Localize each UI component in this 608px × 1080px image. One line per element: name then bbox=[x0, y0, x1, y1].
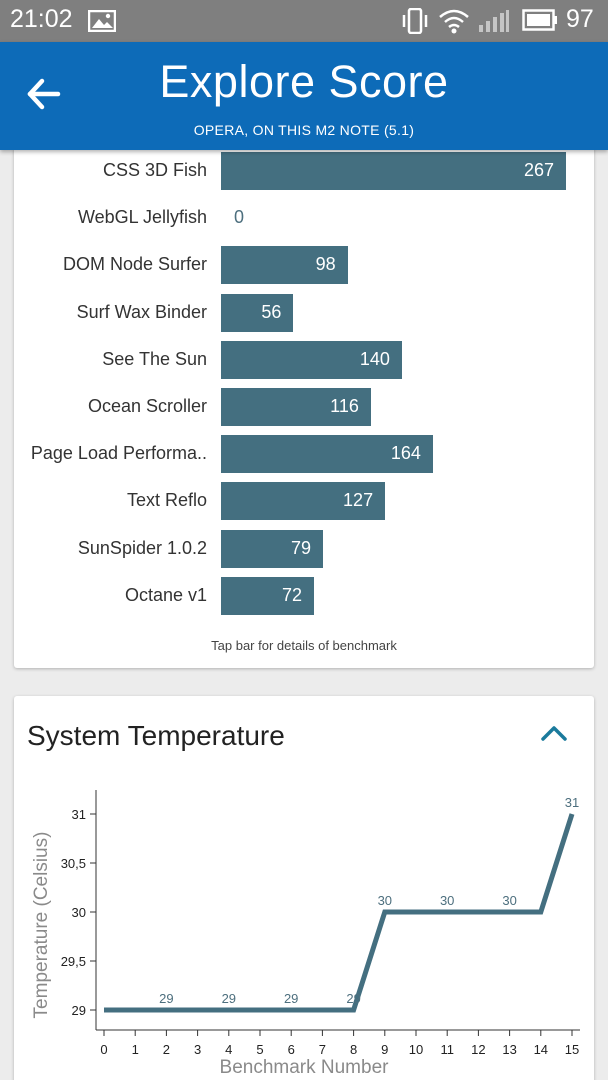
score-bar-row[interactable]: Octane v1 72 bbox=[14, 576, 594, 615]
score-bar-row[interactable]: Surf Wax Binder 56 bbox=[14, 293, 594, 332]
battery-icon bbox=[522, 9, 557, 31]
score-bar-value: 116 bbox=[330, 396, 359, 416]
score-bar-value: 164 bbox=[390, 443, 421, 464]
page-title: Explore Score bbox=[159, 56, 449, 107]
score-bar-label: CSS 3D Fish bbox=[102, 160, 207, 180]
score-bar-value: 79 bbox=[291, 537, 312, 558]
score-bar-value: 72 bbox=[282, 584, 303, 605]
score-bar-label: Octane v1 bbox=[124, 584, 207, 605]
x-axis-title: Benchmark Number bbox=[220, 1057, 390, 1078]
image-icon bbox=[88, 10, 116, 32]
data-label: 31 bbox=[565, 795, 579, 810]
score-bar-label: See The Sun bbox=[102, 348, 207, 369]
x-tick-label: 15 bbox=[565, 1042, 579, 1057]
arrow-left-icon[interactable] bbox=[22, 72, 66, 116]
temperature-card: System Temperature 29 29,5 30 30,5 31 0 1 2 3 4 5 6… bbox=[14, 696, 594, 1080]
score-bar-label: Text Reflo bbox=[126, 490, 207, 511]
score-bar[interactable] bbox=[221, 576, 315, 615]
score-bar-value: 98 bbox=[315, 254, 336, 275]
temperature-title: System Temperature bbox=[27, 720, 285, 751]
page-subtitle: OPERA, ON THIS M2 NOTE (5.1) bbox=[193, 122, 415, 138]
x-tick-label: 8 bbox=[350, 1042, 357, 1057]
data-label: 30 bbox=[502, 893, 516, 908]
score-bar-label: SunSpider 1.0.2 bbox=[77, 537, 207, 558]
data-label: 29 bbox=[284, 991, 298, 1006]
chevron-up-icon[interactable] bbox=[538, 718, 570, 750]
score-bar-value: 140 bbox=[359, 348, 390, 369]
battery-percent: 97 bbox=[566, 5, 594, 33]
x-tick-label: 3 bbox=[194, 1042, 201, 1057]
x-tick-label: 7 bbox=[319, 1042, 326, 1057]
app-bar: Explore Score OPERA, ON THIS M2 NOTE (5.… bbox=[0, 42, 608, 150]
y-tick-label: 29,5 bbox=[61, 954, 86, 969]
score-bar-label: Ocean Scroller bbox=[87, 396, 207, 416]
tap-hint: Tap bar for details of benchmark bbox=[211, 638, 397, 653]
score-bar-row[interactable]: Text Reflo 127 bbox=[14, 482, 594, 521]
x-tick-label: 2 bbox=[163, 1042, 170, 1057]
score-bar[interactable] bbox=[221, 435, 433, 474]
data-label: 29 bbox=[346, 991, 360, 1006]
data-label: 29 bbox=[159, 991, 173, 1006]
score-bar[interactable] bbox=[221, 529, 324, 568]
score-bar[interactable] bbox=[221, 388, 371, 426]
temperature-line bbox=[104, 813, 575, 1013]
score-bar[interactable] bbox=[221, 246, 348, 285]
y-axis-title: Temperature (Celsius) bbox=[31, 832, 52, 1019]
score-bar[interactable] bbox=[221, 482, 386, 521]
y-tick-label: 30 bbox=[72, 905, 86, 920]
data-label: 29 bbox=[222, 991, 236, 1006]
score-bar[interactable] bbox=[221, 340, 402, 379]
x-tick-label: 13 bbox=[502, 1042, 516, 1057]
score-bar-value: 0 bbox=[234, 207, 245, 228]
data-label: 30 bbox=[378, 893, 392, 908]
x-tick-label: 5 bbox=[256, 1042, 263, 1057]
score-bar-label: Surf Wax Binder bbox=[76, 301, 207, 322]
score-card: CSS 3D Fish 267 WebGL Jellyfish 0 DOM Node S… bbox=[14, 140, 594, 668]
x-tick-label: 11 bbox=[440, 1042, 454, 1057]
vibrate-icon bbox=[402, 8, 428, 34]
x-tick-label: 9 bbox=[381, 1042, 388, 1057]
score-bar-label: DOM Node Surfer bbox=[62, 254, 207, 275]
x-tick-label: 1 bbox=[132, 1042, 139, 1057]
status-bar: 21:02 97 bbox=[0, 0, 608, 42]
x-tick-label: 14 bbox=[534, 1042, 548, 1057]
score-bar[interactable] bbox=[221, 293, 294, 332]
score-bar-row[interactable]: Ocean Scroller 116 bbox=[14, 388, 594, 426]
score-bar-value: 127 bbox=[343, 490, 374, 511]
score-bar-row[interactable]: Page Load Performa.. 164 bbox=[14, 435, 594, 474]
x-tick-label: 4 bbox=[225, 1042, 232, 1057]
x-tick-label: 6 bbox=[288, 1042, 295, 1057]
signal-icon bbox=[479, 10, 509, 32]
score-bar-row[interactable]: SunSpider 1.0.2 79 bbox=[14, 529, 594, 568]
y-tick-label: 30,5 bbox=[61, 856, 86, 871]
score-bar-label: Page Load Performa.. bbox=[30, 443, 207, 464]
wifi-icon bbox=[439, 9, 469, 34]
score-bar-row[interactable]: CSS 3D Fish 267 bbox=[14, 152, 594, 190]
data-label: 30 bbox=[440, 893, 454, 908]
score-bar-row[interactable]: See The Sun 140 bbox=[14, 340, 594, 379]
score-bar-label: WebGL Jellyfish bbox=[77, 207, 207, 228]
x-tick-label: 10 bbox=[409, 1042, 423, 1057]
score-bar-value: 56 bbox=[261, 301, 282, 322]
score-bar-row[interactable]: WebGL Jellyfish 0 bbox=[14, 199, 594, 237]
score-bar[interactable] bbox=[221, 152, 566, 190]
status-time: 21:02 bbox=[10, 5, 73, 33]
score-bar-value: 267 bbox=[523, 160, 554, 180]
y-tick-label: 31 bbox=[72, 807, 86, 822]
x-tick-label: 0 bbox=[100, 1042, 107, 1057]
y-tick-label: 29 bbox=[72, 1003, 86, 1018]
x-tick-label: 12 bbox=[471, 1042, 485, 1057]
score-bar-row[interactable]: DOM Node Surfer 98 bbox=[14, 246, 594, 285]
